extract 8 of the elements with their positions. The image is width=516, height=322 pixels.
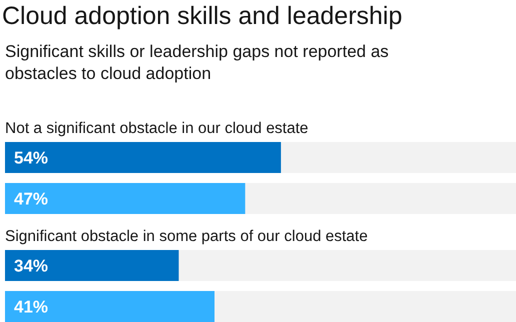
chart-subtitle: Significant skills or leadership gaps not reported as obstacles to cloud adoption bbox=[5, 42, 389, 83]
chart-title: Cloud adoption skills and leadership bbox=[2, 2, 402, 30]
data-label: 34% bbox=[14, 256, 48, 276]
y-tick-label: Significant obstacle in some parts of our cloud estate bbox=[5, 228, 368, 245]
data-label: 41% bbox=[14, 298, 48, 316]
data-label: 54% bbox=[14, 148, 48, 168]
y-tick-label: Not a significant obstacle in our cloud estate bbox=[5, 120, 308, 137]
data-label: 47% bbox=[14, 190, 48, 208]
